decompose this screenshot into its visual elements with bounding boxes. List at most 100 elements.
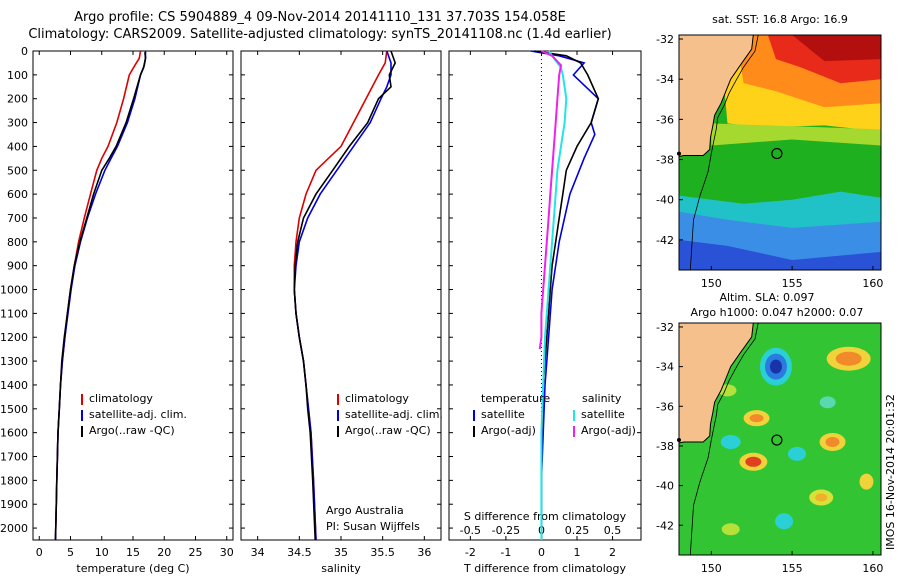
x-tick-label: -2 — [465, 546, 476, 559]
map-y-tick-label: -34 — [656, 361, 674, 374]
y-tick-label: 1900 — [0, 498, 28, 511]
y-tick-label: 1500 — [0, 403, 28, 416]
x-tick-label: 5 — [67, 546, 74, 559]
map-y-tick-label: -40 — [656, 480, 674, 493]
argo-latitude-dot — [677, 151, 681, 156]
x-tick-label: 34 — [251, 546, 265, 559]
x-tick-label: 36 — [417, 546, 431, 559]
timestamp-stamp: IMOS 16-Nov-2014 20:01:32 — [884, 394, 897, 550]
salinity-panel — [240, 50, 442, 541]
annotation-argo-australia: Argo Australia — [326, 504, 404, 517]
sst-coldest-band — [679, 239, 881, 270]
salinity-legend-label: satellite-adj. clim. — [345, 408, 443, 421]
sla-warm-core — [815, 493, 828, 502]
sla-warm-eddy — [859, 473, 874, 490]
temperature-legend-label: Argo(..raw -QC) — [89, 424, 175, 437]
legend-title-temperature: temperature — [481, 392, 550, 405]
y-tick-label: 800 — [7, 236, 28, 249]
x-tick-label: 0 — [36, 546, 43, 559]
salinity-series-argo — [293, 50, 397, 541]
sla-warm-core — [749, 414, 764, 423]
s-diff-tick-label: 0.5 — [604, 524, 622, 537]
temperature-legend-label: satellite-adj. clim. — [89, 408, 187, 421]
temperature-series-argo — [54, 52, 147, 541]
isobath-line — [689, 35, 759, 270]
s-diff-tick-label: -0.25 — [492, 524, 520, 537]
y-tick-label: 0 — [21, 45, 28, 58]
x-axis-label: T difference from climatology — [463, 562, 626, 575]
map-y-tick-label: -38 — [656, 154, 674, 167]
map-x-tick-label: 150 — [701, 562, 722, 575]
land-mass — [679, 35, 754, 270]
sla-cold-eddy — [775, 513, 794, 530]
sla-map-title: Altim. SLA: 0.097 — [719, 291, 814, 304]
x-tick-label: 35.5 — [370, 546, 395, 559]
land-mass — [679, 323, 754, 555]
difference-legend-label: Argo(-adj) — [581, 424, 636, 437]
figure-title-line1: Argo profile: CS 5904889_4 09-Nov-2014 2… — [74, 10, 566, 25]
sla-cold-eddy — [720, 434, 741, 449]
difference-legend-label: Argo(-adj) — [481, 424, 536, 437]
x-tick-label: 15 — [126, 546, 140, 559]
difference-legend-label: satellite — [581, 408, 625, 421]
sla-warm-eddy — [721, 523, 740, 536]
argo-latitude-dot — [677, 438, 681, 443]
temperature-series-climatology — [54, 50, 142, 541]
argo-location-marker — [771, 434, 783, 446]
map-y-tick-label: -36 — [656, 400, 674, 413]
figure-title-line2: Climatology: CARS2009. Satellite-adjuste… — [28, 27, 612, 42]
sla-warm-core — [835, 351, 862, 366]
x-tick-label: 20 — [157, 546, 171, 559]
salinity-legend-label: Argo(..raw -QC) — [345, 424, 431, 437]
map-y-tick-label: -32 — [656, 321, 674, 334]
x-tick-label: 34.5 — [287, 546, 312, 559]
sla_map-image — [679, 323, 881, 555]
map-x-tick-label: 160 — [862, 277, 883, 290]
salinity-legend-label: climatology — [345, 392, 409, 405]
x-tick-label: -1 — [500, 546, 511, 559]
difference-panel — [448, 50, 642, 541]
annotation-pi: PI: Susan Wijffels — [326, 520, 420, 533]
isobath-line — [689, 323, 759, 555]
map-y-tick-label: -42 — [656, 234, 674, 247]
sla-map-subtitle: Argo h1000: 0.047 h2000: 0.07 — [691, 306, 864, 319]
sst_map-image — [679, 35, 881, 270]
sst-transition-band — [711, 123, 881, 146]
x-tick-label: 2 — [609, 546, 616, 559]
map-y-tick-label: -42 — [656, 519, 674, 532]
y-tick-label: 1800 — [0, 474, 28, 487]
map-y-tick-label: -34 — [656, 73, 674, 86]
map-y-tick-label: -32 — [656, 33, 674, 46]
s-diff-tick-label: 0.25 — [565, 524, 590, 537]
y-tick-label: 1700 — [0, 451, 28, 464]
sst-hottest-band — [792, 35, 881, 62]
y-tick-label: 100 — [7, 69, 28, 82]
map-y-tick-label: -36 — [656, 113, 674, 126]
y-tick-label: 200 — [7, 93, 28, 106]
salinity-series-satellite — [293, 50, 392, 541]
y-tick-label: 700 — [7, 212, 28, 225]
salinity-series-climatology — [293, 50, 388, 541]
y-tick-label: 900 — [7, 260, 28, 273]
x-tick-label: 30 — [220, 546, 234, 559]
sla-warm-eddy — [718, 384, 737, 397]
difference-series — [538, 50, 563, 350]
difference-legend-label: satellite — [481, 408, 525, 421]
y-tick-label: 1600 — [0, 427, 28, 440]
map-y-tick-label: -38 — [656, 440, 674, 453]
map-x-tick-label: 155 — [782, 562, 803, 575]
y-tick-label: 600 — [7, 188, 28, 201]
x-tick-label: 25 — [189, 546, 203, 559]
y-tick-label: 400 — [7, 140, 28, 153]
difference-series — [540, 50, 568, 540]
x-tick-label: 35 — [334, 546, 348, 559]
x-tick-label: 0 — [538, 546, 545, 559]
sla-cold-eddy — [787, 446, 806, 461]
s-diff-tick-label: -0.5 — [460, 524, 481, 537]
y-tick-label: 2000 — [0, 522, 28, 535]
sla-cold-core — [769, 359, 782, 374]
map-x-tick-label: 150 — [701, 277, 722, 290]
y-tick-label: 1100 — [0, 307, 28, 320]
s-diff-axis-label: S difference from climatology — [464, 510, 627, 523]
temperature-legend-label: climatology — [89, 392, 153, 405]
